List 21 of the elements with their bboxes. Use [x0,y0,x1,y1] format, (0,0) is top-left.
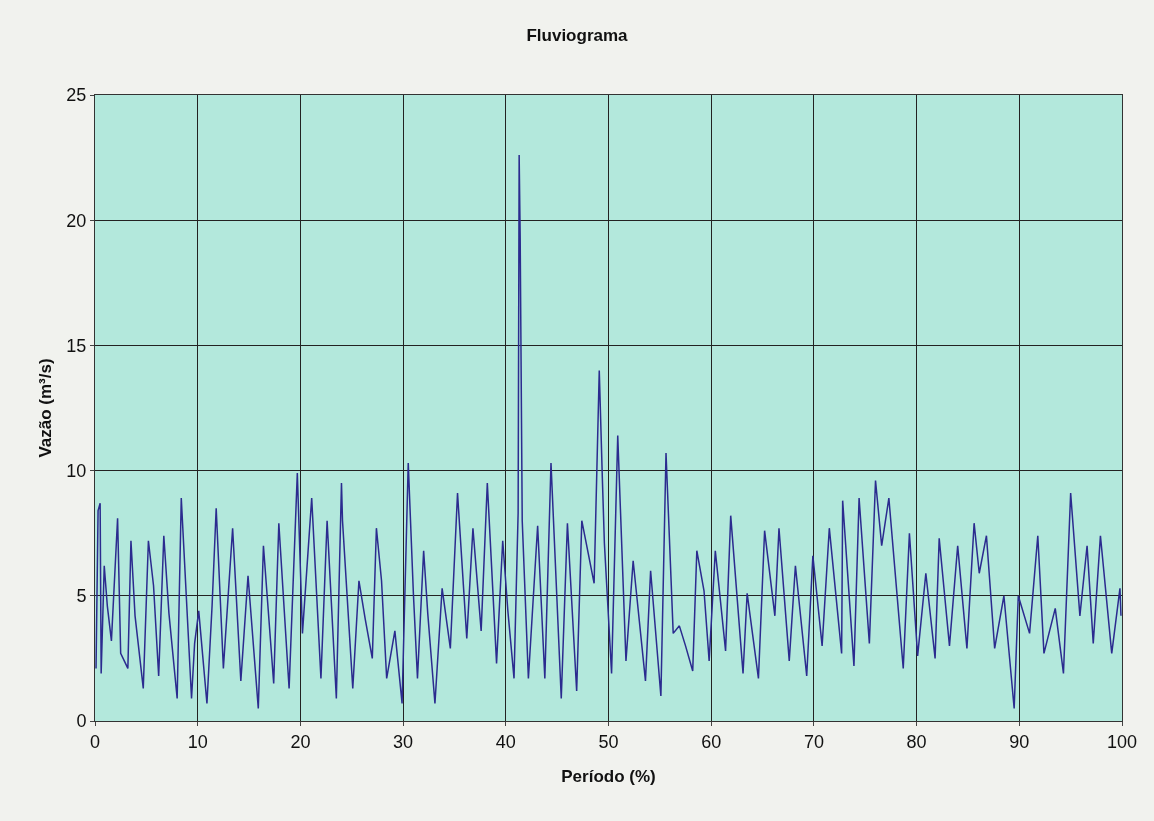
x-tick-label: 30 [393,731,414,752]
chart-title: Fluviograma [526,25,629,45]
y-tick-label: 5 [76,586,87,607]
x-tick-label: 10 [187,731,208,752]
line-series [95,154,1122,710]
x-tick-label: 0 [89,731,101,752]
y-tick-label: 15 [66,335,87,356]
y-tick-label: 25 [66,85,87,106]
y-axis-title: Vazão (m³/s) [36,358,55,458]
x-axis-title: Período (%) [561,767,656,786]
y-tick-label: 0 [76,711,87,732]
x-tick-label: 20 [290,731,311,752]
x-tick-label: 90 [1009,731,1030,752]
x-tick-label: 40 [495,731,516,752]
y-tick-label: 20 [66,210,87,231]
x-tick-label: 50 [598,731,619,752]
x-tick-label: 80 [906,731,927,752]
x-tick-label: 60 [701,731,722,752]
x-tick-label: 70 [803,731,824,752]
x-tick-label: 100 [1106,731,1138,752]
y-tick-label: 10 [66,460,87,481]
